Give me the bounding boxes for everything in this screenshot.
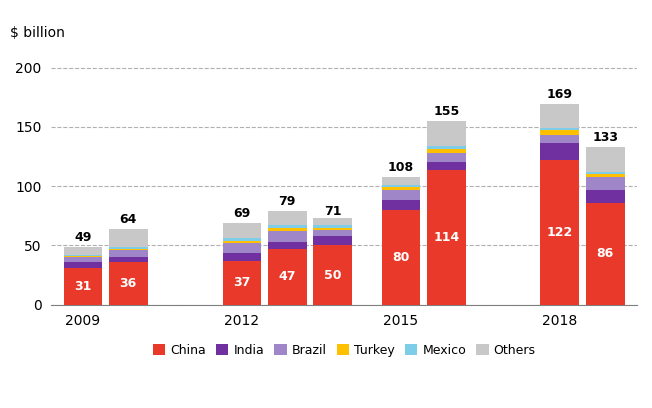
Bar	[109, 246, 147, 249]
Text: 71: 71	[324, 204, 342, 217]
Bar	[586, 177, 625, 190]
Text: 114: 114	[433, 231, 460, 244]
Bar	[314, 246, 352, 305]
Bar	[314, 225, 352, 228]
Bar	[64, 255, 102, 256]
Bar	[541, 160, 579, 305]
Text: 36: 36	[120, 277, 137, 290]
Bar	[381, 210, 420, 305]
Bar	[268, 225, 306, 228]
Bar	[64, 257, 102, 262]
Bar	[541, 144, 579, 160]
Bar	[586, 203, 625, 305]
Bar	[381, 177, 420, 185]
Bar	[427, 169, 466, 305]
Text: 122: 122	[546, 226, 573, 239]
Bar	[268, 242, 306, 249]
Text: 37: 37	[233, 276, 250, 289]
Text: 47: 47	[278, 271, 296, 283]
Bar	[541, 135, 579, 144]
Text: 31: 31	[74, 280, 91, 293]
Bar	[109, 249, 147, 250]
Text: 69: 69	[233, 207, 250, 220]
Text: 49: 49	[74, 231, 91, 244]
Bar	[109, 262, 147, 305]
Bar	[109, 257, 147, 262]
Text: 80: 80	[392, 251, 409, 264]
Bar	[268, 231, 306, 242]
Bar	[268, 211, 306, 225]
Bar	[427, 146, 466, 149]
Bar	[381, 187, 420, 190]
Bar	[427, 162, 466, 169]
Bar	[586, 190, 625, 203]
Bar	[222, 261, 261, 305]
Bar	[222, 253, 261, 261]
Legend: China, India, Brazil, Turkey, Mexico, Others: China, India, Brazil, Turkey, Mexico, Ot…	[147, 339, 541, 362]
Bar	[222, 241, 261, 243]
Bar	[314, 236, 352, 246]
Bar	[268, 228, 306, 231]
Bar	[427, 153, 466, 162]
Bar	[222, 238, 261, 241]
Bar	[64, 262, 102, 268]
Text: 86: 86	[597, 247, 614, 260]
Text: $ billion: $ billion	[10, 26, 65, 40]
Text: 50: 50	[324, 268, 342, 282]
Bar	[381, 190, 420, 200]
Bar	[541, 131, 579, 135]
Bar	[381, 200, 420, 210]
Bar	[109, 229, 147, 246]
Bar	[427, 121, 466, 146]
Bar	[109, 250, 147, 257]
Bar	[64, 246, 102, 255]
Bar	[222, 243, 261, 253]
Bar	[314, 230, 352, 236]
Text: 133: 133	[592, 131, 618, 144]
Bar	[427, 149, 466, 153]
Bar	[586, 174, 625, 177]
Bar	[64, 268, 102, 305]
Text: 108: 108	[388, 161, 414, 174]
Bar	[64, 256, 102, 257]
Bar	[541, 104, 579, 128]
Text: 155: 155	[433, 105, 460, 118]
Bar	[268, 249, 306, 305]
Bar	[586, 172, 625, 174]
Bar	[222, 223, 261, 238]
Bar	[314, 218, 352, 225]
Bar	[314, 228, 352, 230]
Text: 79: 79	[278, 195, 296, 208]
Text: 64: 64	[119, 213, 137, 226]
Bar	[586, 147, 625, 172]
Bar	[541, 128, 579, 131]
Text: 169: 169	[547, 88, 573, 101]
Bar	[381, 185, 420, 187]
